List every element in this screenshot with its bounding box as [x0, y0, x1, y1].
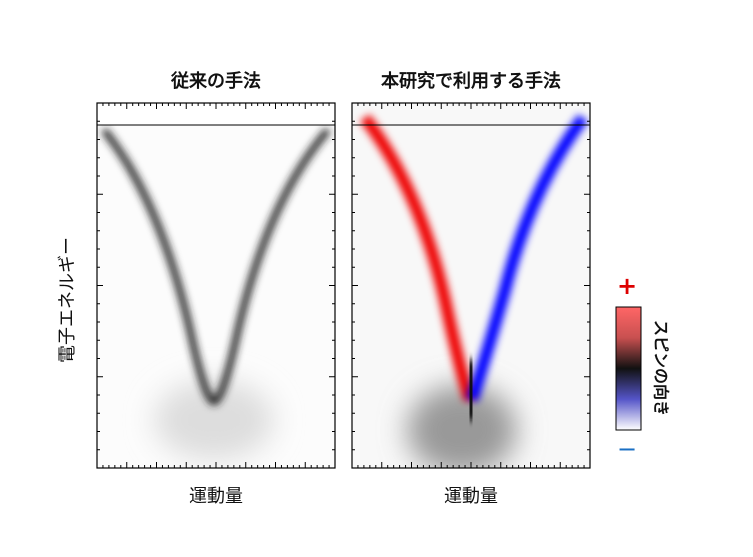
colorbar-plus: + [617, 272, 637, 300]
left-panel-image [97, 103, 335, 468]
y-axis-label: 電子エネルギー [57, 237, 78, 363]
colorbar-label: スピンの向き [652, 320, 671, 416]
panel-title: 従来の手法 [170, 70, 261, 92]
ticks [97, 103, 590, 468]
x-axis-label: 運動量 [444, 486, 498, 507]
right-panel-image [352, 103, 590, 468]
colorbar-minus: − [617, 435, 637, 463]
x-axis-label: 運動量 [189, 486, 243, 507]
panel-title: 本研究で利用する手法 [381, 70, 561, 92]
colorbar [615, 306, 642, 431]
